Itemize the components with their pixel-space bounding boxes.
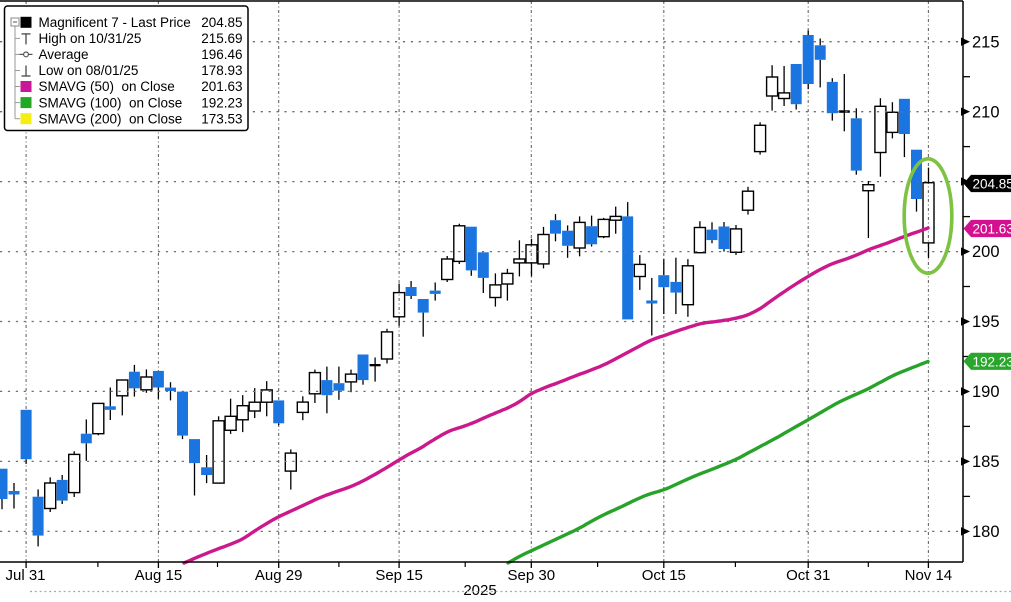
svg-text:Low on 08/01/25: Low on 08/01/25 bbox=[39, 63, 139, 78]
svg-text:High on 10/31/25: High on 10/31/25 bbox=[39, 31, 142, 46]
svg-text:215: 215 bbox=[972, 33, 1000, 51]
svg-text:Magnificent 7 - Last Price: Magnificent 7 - Last Price bbox=[39, 15, 191, 30]
svg-text:180: 180 bbox=[972, 523, 1000, 541]
svg-text:204.85: 204.85 bbox=[201, 15, 242, 30]
svg-text:195: 195 bbox=[972, 313, 1000, 331]
svg-text:201.63: 201.63 bbox=[973, 222, 1011, 237]
svg-text:204.85: 204.85 bbox=[973, 177, 1011, 192]
svg-text:Oct 15: Oct 15 bbox=[642, 567, 686, 584]
svg-text:Sep 15: Sep 15 bbox=[375, 567, 423, 584]
svg-text:Oct 31: Oct 31 bbox=[786, 567, 830, 584]
svg-text:SMAVG (50) on Close: SMAVG (50) on Close bbox=[39, 79, 175, 94]
svg-text:190: 190 bbox=[972, 383, 1000, 401]
svg-text:Aug 15: Aug 15 bbox=[135, 567, 183, 584]
svg-text:2025: 2025 bbox=[463, 582, 496, 597]
svg-text:215.69: 215.69 bbox=[201, 31, 242, 46]
svg-text:192.23: 192.23 bbox=[973, 354, 1011, 369]
svg-text:Jul 31: Jul 31 bbox=[5, 567, 45, 584]
svg-text:Sep 30: Sep 30 bbox=[508, 567, 556, 584]
svg-text:SMAVG (100) on Close: SMAVG (100) on Close bbox=[39, 95, 183, 110]
svg-text:200: 200 bbox=[972, 243, 1000, 261]
svg-text:201.63: 201.63 bbox=[201, 79, 242, 94]
svg-text:196.46: 196.46 bbox=[201, 47, 242, 62]
svg-text:Average: Average bbox=[39, 47, 89, 62]
svg-text:185: 185 bbox=[972, 453, 1000, 471]
svg-text:Aug 29: Aug 29 bbox=[255, 567, 303, 584]
svg-text:SMAVG (200) on Close: SMAVG (200) on Close bbox=[39, 111, 183, 126]
svg-text:192.23: 192.23 bbox=[201, 95, 242, 110]
svg-text:178.93: 178.93 bbox=[201, 63, 242, 78]
svg-text:173.53: 173.53 bbox=[201, 111, 242, 126]
svg-text:Nov 14: Nov 14 bbox=[905, 567, 953, 584]
svg-text:210: 210 bbox=[972, 103, 1000, 121]
